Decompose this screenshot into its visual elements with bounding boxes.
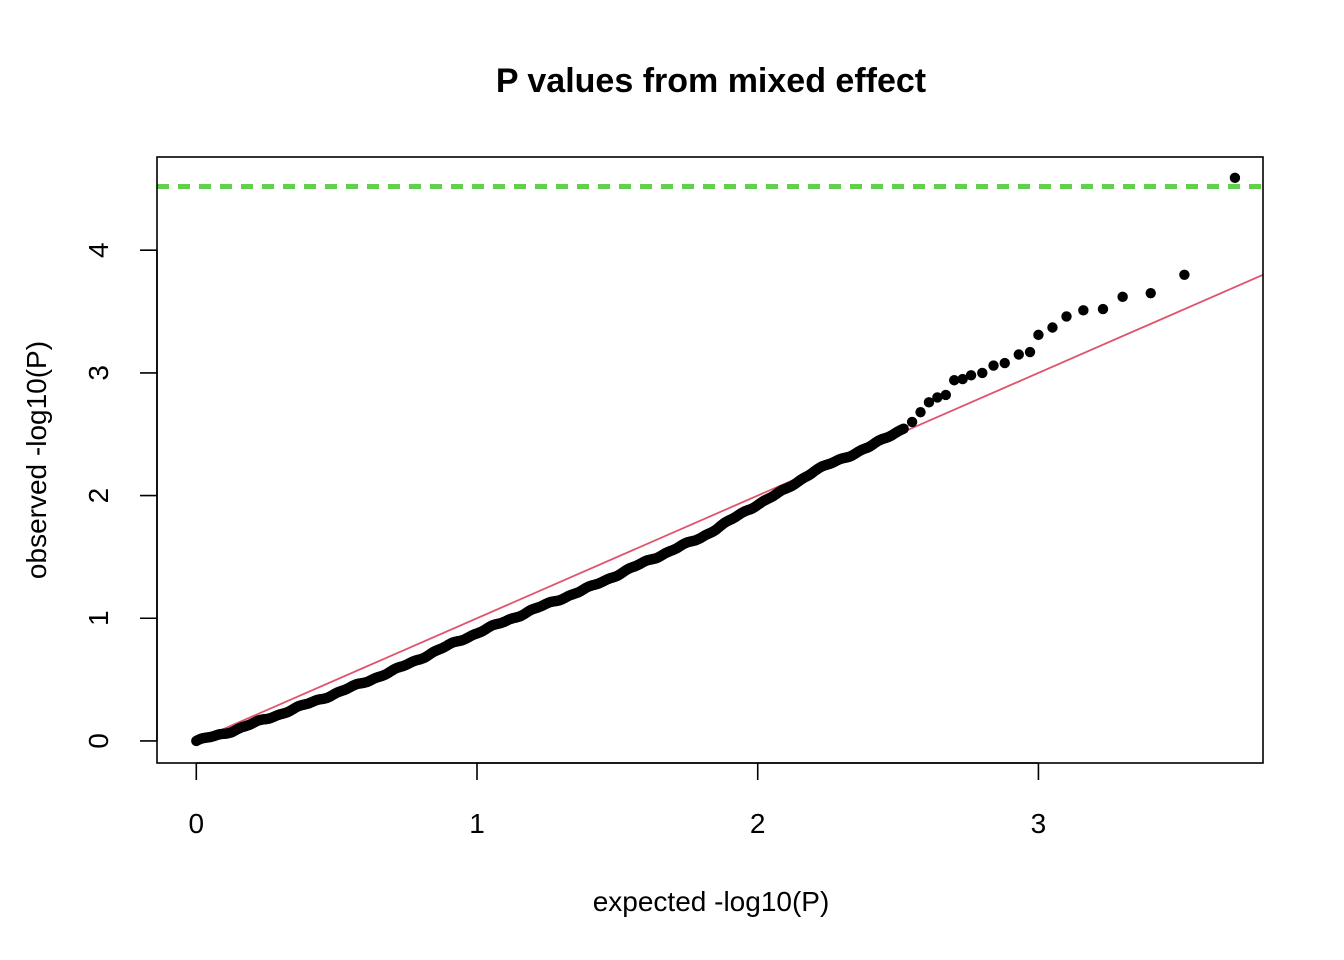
data-point: [1033, 329, 1044, 341]
x-tick-label: 2: [750, 808, 766, 839]
data-point: [949, 375, 960, 386]
data-point: [965, 370, 977, 381]
data-point: [940, 389, 951, 401]
y-axis: 0 1 2 3 4: [83, 242, 158, 749]
reference-line: [195, 273, 1264, 742]
data-point: [923, 397, 935, 408]
data-point: [906, 416, 918, 428]
data-point: [957, 373, 968, 385]
chart-title: P values from mixed effect: [496, 62, 926, 100]
y-axis-label: observed -log10(P): [21, 341, 52, 579]
plot-frame: [156, 156, 1264, 764]
data-point: [915, 406, 926, 418]
data-point: [1047, 322, 1058, 333]
y-tick-label: 1: [83, 610, 114, 626]
reference-layer: [195, 273, 1264, 742]
x-tick-label: 3: [1031, 808, 1047, 839]
points-layer: [191, 172, 1241, 747]
data-point: [999, 357, 1010, 369]
data-point: [1097, 303, 1109, 315]
data-point: [1145, 287, 1156, 299]
data-point: [898, 423, 909, 434]
data-point: [1013, 349, 1024, 360]
y-tick-label: 4: [83, 242, 114, 258]
x-tick-label: 1: [469, 808, 485, 839]
data-point: [1078, 305, 1089, 316]
x-axis: 0 1 2 3: [189, 762, 1047, 839]
x-axis-label: expected -log10(P): [593, 886, 830, 917]
y-tick-label: 0: [83, 733, 114, 749]
y-tick-label: 2: [83, 488, 114, 504]
data-point: [977, 367, 988, 379]
data-point: [1024, 346, 1036, 358]
y-tick-label: 3: [83, 365, 114, 381]
data-point: [1229, 172, 1241, 184]
data-point: [1117, 291, 1128, 303]
data-point: [1179, 269, 1190, 280]
data-point: [988, 360, 999, 371]
data-point: [932, 392, 943, 403]
data-point: [1061, 311, 1072, 322]
x-tick-label: 0: [189, 808, 205, 839]
